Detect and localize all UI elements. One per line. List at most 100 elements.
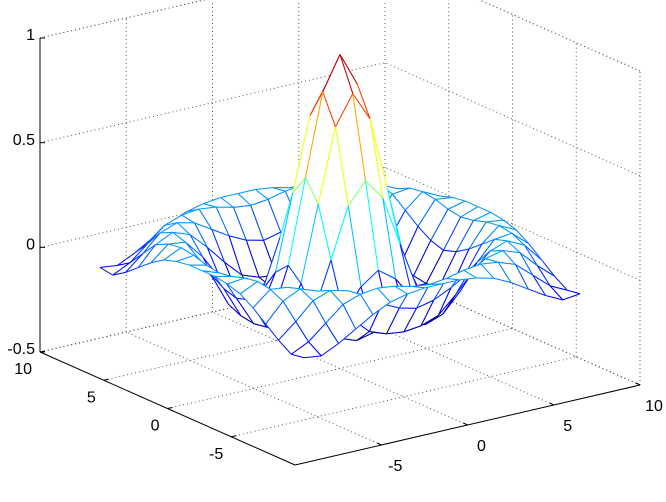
- mesh-edge: [305, 177, 319, 205]
- mesh-edge: [117, 262, 131, 266]
- mesh-edge: [352, 93, 366, 182]
- mesh-face: [481, 225, 512, 245]
- mesh-edge: [386, 307, 400, 334]
- mesh-face: [100, 262, 130, 276]
- mesh-edge: [441, 279, 460, 285]
- y-tick-label: -5: [209, 446, 223, 463]
- mesh-edge: [430, 240, 444, 251]
- mesh-edge: [255, 187, 273, 191]
- mesh-face: [220, 193, 251, 208]
- mesh-edge: [233, 204, 251, 208]
- mesh-edge: [399, 243, 418, 289]
- x-tick: [463, 422, 468, 426]
- mesh-face: [485, 250, 516, 265]
- grid-line: [384, 166, 641, 281]
- mesh-edge: [287, 177, 306, 266]
- mesh-edge: [519, 252, 538, 266]
- mesh-face: [448, 201, 478, 217]
- mesh-edge: [231, 276, 245, 279]
- mesh-edge: [497, 261, 512, 283]
- mesh-edge: [201, 270, 220, 274]
- y-tick: [103, 378, 109, 381]
- mesh-face: [490, 240, 520, 253]
- mesh-edge: [411, 284, 430, 287]
- mesh-face: [325, 304, 356, 344]
- mesh-edge: [125, 267, 139, 273]
- mesh-edge: [372, 301, 391, 315]
- mesh-edge: [339, 54, 358, 85]
- mesh-edge: [503, 219, 517, 231]
- z-tick-label: 1: [26, 27, 35, 44]
- mesh-edge: [227, 283, 241, 295]
- mesh-edge: [511, 232, 530, 245]
- z-tick-label: 0: [26, 237, 35, 254]
- mesh-edge: [228, 235, 243, 276]
- mesh-edge: [129, 253, 144, 264]
- mesh-edge: [342, 293, 361, 305]
- mesh-edge: [181, 208, 200, 216]
- mesh-edge: [189, 234, 204, 258]
- mesh-face: [435, 197, 466, 210]
- mesh-face: [443, 216, 474, 252]
- mesh-edge: [206, 264, 220, 274]
- mesh-edge: [176, 222, 191, 236]
- mesh-edge: [203, 203, 217, 208]
- mesh-edge: [460, 206, 479, 218]
- mesh-edge: [413, 240, 432, 277]
- mesh-edge: [407, 287, 425, 295]
- mesh-face: [469, 222, 499, 250]
- mesh-face: [223, 288, 254, 324]
- mesh-edge: [382, 197, 396, 279]
- mesh-edge: [506, 240, 521, 254]
- mesh-edge: [545, 295, 563, 301]
- mesh-edge: [252, 307, 267, 325]
- mesh-edge: [223, 288, 237, 299]
- z-tick-label: 0.5: [13, 132, 35, 149]
- mesh-face: [160, 222, 190, 235]
- mesh-edge: [163, 247, 182, 261]
- mesh-edge: [335, 126, 349, 206]
- mesh-face: [238, 189, 268, 206]
- mesh-face: [399, 284, 430, 309]
- mesh-edge: [211, 229, 225, 263]
- mesh-edge: [278, 321, 297, 341]
- mesh-edge: [269, 288, 284, 302]
- mesh-face: [429, 278, 460, 285]
- mesh-edge: [433, 287, 452, 301]
- mesh-edge: [240, 315, 255, 325]
- mesh-edge: [494, 238, 508, 242]
- mesh-edge: [498, 225, 517, 231]
- mesh-edge: [437, 294, 456, 316]
- mesh-edge: [186, 203, 204, 213]
- mesh-face: [194, 222, 225, 263]
- mesh-edge: [220, 197, 234, 208]
- mesh-edge: [396, 187, 410, 190]
- x-tick: [635, 382, 641, 386]
- mesh-edge: [112, 271, 126, 276]
- mesh-face: [394, 286, 425, 295]
- mesh-edge: [347, 205, 362, 287]
- mesh-face: [155, 232, 186, 245]
- mesh-edge: [416, 299, 434, 309]
- mesh-face: [340, 54, 370, 119]
- mesh-edge: [312, 290, 331, 302]
- mesh-edge: [536, 265, 551, 287]
- mesh-edge: [347, 180, 366, 207]
- mesh-face: [177, 222, 208, 248]
- mesh-face: [352, 93, 383, 198]
- mesh-edge: [265, 300, 284, 325]
- mesh-edge: [425, 250, 444, 284]
- mesh-edge: [164, 214, 183, 226]
- mesh-edge: [477, 206, 491, 213]
- mesh-face: [386, 308, 417, 334]
- y-tick: [167, 407, 173, 409]
- mesh-edge: [455, 220, 474, 253]
- mesh-face: [468, 258, 499, 274]
- mesh-face: [214, 276, 245, 285]
- mesh-face: [227, 278, 258, 294]
- mesh-edge: [485, 258, 499, 263]
- mesh-edge: [377, 287, 391, 303]
- mesh-face: [246, 240, 277, 278]
